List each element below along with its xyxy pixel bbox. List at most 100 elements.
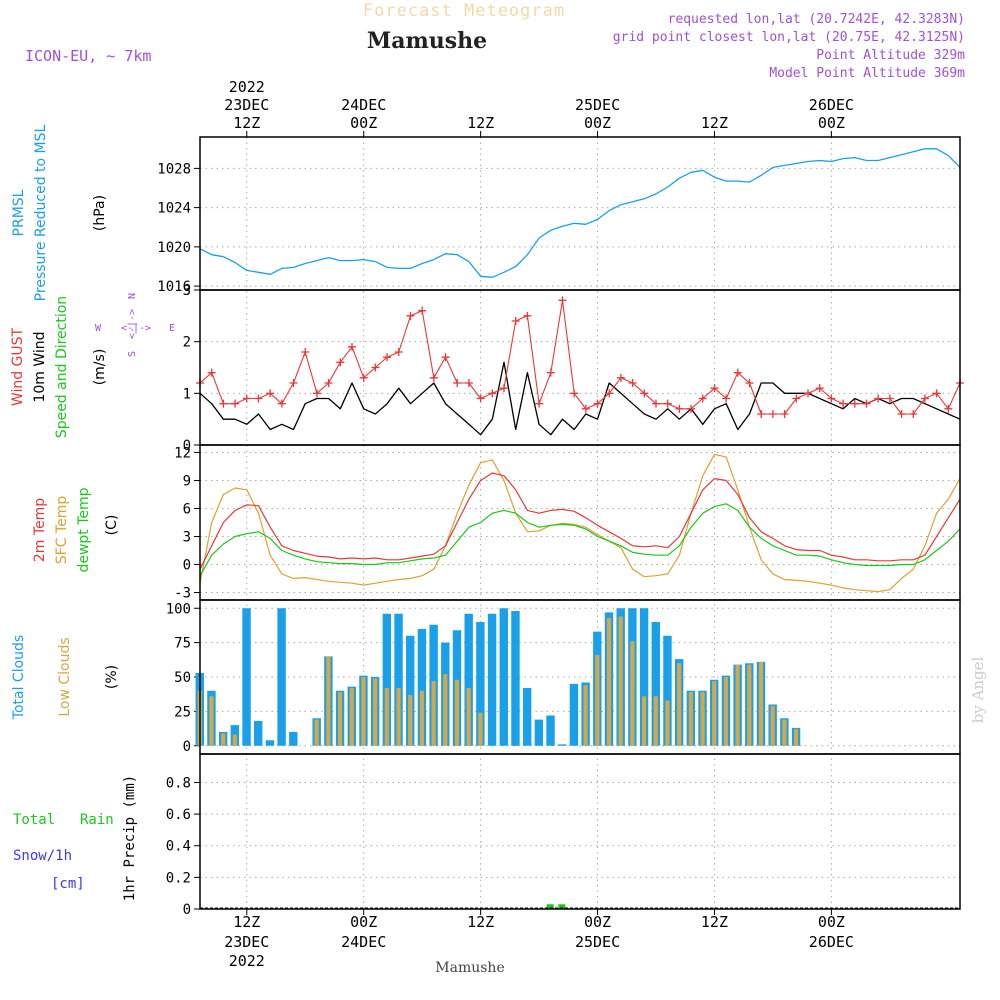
gust-marker (488, 389, 497, 398)
low-cloud-bar (712, 681, 717, 746)
gust-marker (733, 368, 742, 377)
wind-ytick-label: 1 (183, 386, 191, 402)
temp-ytick-label: 9 (183, 473, 191, 489)
low-cloud-bar (349, 688, 354, 746)
10m-wind-label: 10m Wind (32, 331, 48, 402)
clouds-ytick-label: 50 (174, 670, 191, 686)
prmsl-line (199, 148, 961, 278)
low-cloud-bar (443, 674, 448, 746)
low-cloud-bar (653, 696, 658, 746)
temp-frame (199, 444, 961, 601)
total-cloud-bar (511, 611, 520, 746)
top-date-label: 26DEC (809, 96, 854, 114)
gust-marker (628, 379, 637, 387)
footer-station: Mamushe (435, 960, 504, 976)
gust-marker (429, 373, 438, 382)
precip-panel-labels: Total Rain Snow/1h [cm] 1hr Precip (mm) (13, 775, 138, 901)
bottom-year-label: 2022 (229, 952, 265, 970)
gust-marker (932, 389, 941, 398)
model-altitude: Model Point Altitude 369m (769, 66, 965, 81)
total-cloud-bar (277, 608, 286, 746)
gust-marker (768, 410, 777, 418)
low-cloud-bar (606, 617, 612, 746)
low-cloud-bar (770, 705, 775, 746)
total-cloud-bar (522, 688, 532, 746)
low-cloud-bar (700, 692, 705, 746)
clouds-ytick-label: 0 (183, 739, 191, 755)
gust-marker (394, 348, 403, 356)
rain-label: Rain (80, 812, 114, 828)
speed-direction-label: Speed and Direction (54, 296, 70, 438)
gust-marker (301, 348, 310, 356)
low-cloud-bar (221, 733, 226, 746)
bottom-date-label: 25DEC (575, 933, 620, 951)
top-time-label: 12Z (233, 114, 260, 132)
gust-marker (558, 296, 567, 305)
prmsl-label: PRMSL (11, 189, 27, 236)
requested-location: requested lon,lat (20.7242E, 42.3283N) (668, 12, 965, 27)
gust-marker (289, 379, 298, 387)
total-cloud-bar (406, 635, 415, 746)
gust-marker (464, 379, 473, 387)
gust-marker (909, 410, 918, 418)
cloud-panel-labels: Total Clouds Low Clouds (%) (11, 635, 120, 720)
compass-rose: N <-|-> S W <-|-> E (95, 293, 175, 357)
gust-marker (804, 389, 812, 398)
2m-temp-line (199, 472, 961, 570)
total-cloud-bar (464, 613, 473, 746)
gust-marker (242, 394, 251, 403)
total-cloud-bar (534, 719, 544, 746)
series-layer (195, 148, 964, 909)
wind-gust-label: Wind GUST (10, 327, 26, 406)
gust-marker (780, 410, 789, 418)
total-cloud-bar (499, 608, 508, 746)
gust-marker (406, 311, 415, 320)
gust-marker (663, 399, 672, 408)
sfc-temp-line (199, 453, 961, 593)
temp-ytick-label: 12 (174, 445, 191, 461)
compass-w: W (95, 323, 102, 334)
low-cloud-bar (630, 641, 635, 746)
top-date-label: 25DEC (575, 96, 620, 114)
total-cloud-bar (487, 613, 497, 746)
low-cloud-bar (326, 656, 331, 746)
low-cloud-bar (595, 655, 600, 746)
gust-marker (231, 399, 240, 408)
top-time-label: 00Z (350, 114, 377, 132)
gust-marker (266, 389, 275, 398)
low-cloud-bar (618, 616, 623, 746)
frame-layer: 12Z12Z23DEC23DEC2022202200Z00Z24DEC24DEC… (199, 78, 961, 970)
total-cloud-bar (289, 732, 298, 746)
bottom-date-label: 26DEC (809, 933, 854, 951)
watermark: by Angel (969, 656, 987, 723)
gust-marker (511, 317, 520, 325)
gust-marker (277, 399, 286, 408)
gust-marker (441, 353, 450, 362)
total-cloud-bar (546, 715, 555, 746)
precip-ytick-label: 0.6 (166, 807, 191, 823)
dewpt-temp-line (199, 503, 961, 576)
grid-point-location: grid point closest lon,lat (20.75E, 42.3… (613, 30, 965, 45)
wind-ytick-label: 0 (183, 438, 191, 454)
precip-ytick-label: 0.4 (166, 839, 191, 855)
bottom-time-label: 00Z (584, 913, 611, 931)
low-cloud-bar (641, 696, 647, 746)
gust-marker (944, 404, 953, 413)
compass-n: N (127, 293, 138, 299)
sfc-temp-label: SFC Temp (54, 496, 70, 565)
low-cloud-bar (747, 664, 752, 746)
low-cloud-bar (419, 690, 425, 746)
top-time-label: 12Z (467, 114, 494, 132)
total-cloud-bar (382, 613, 392, 746)
gust-marker (546, 368, 555, 377)
gust-marker (920, 394, 929, 403)
low-cloud-bar (232, 734, 237, 746)
bottom-time-label: 12Z (233, 913, 260, 931)
snow-label: Snow/1h (13, 848, 72, 864)
model-label: ICON-EU, ~ 7km (25, 47, 151, 65)
total-cloud-bar (254, 721, 263, 746)
bottom-time-label: 12Z (701, 913, 728, 931)
gust-marker (453, 379, 462, 387)
cm-label: [cm] (51, 876, 85, 892)
low-cloud-bar (454, 679, 460, 746)
